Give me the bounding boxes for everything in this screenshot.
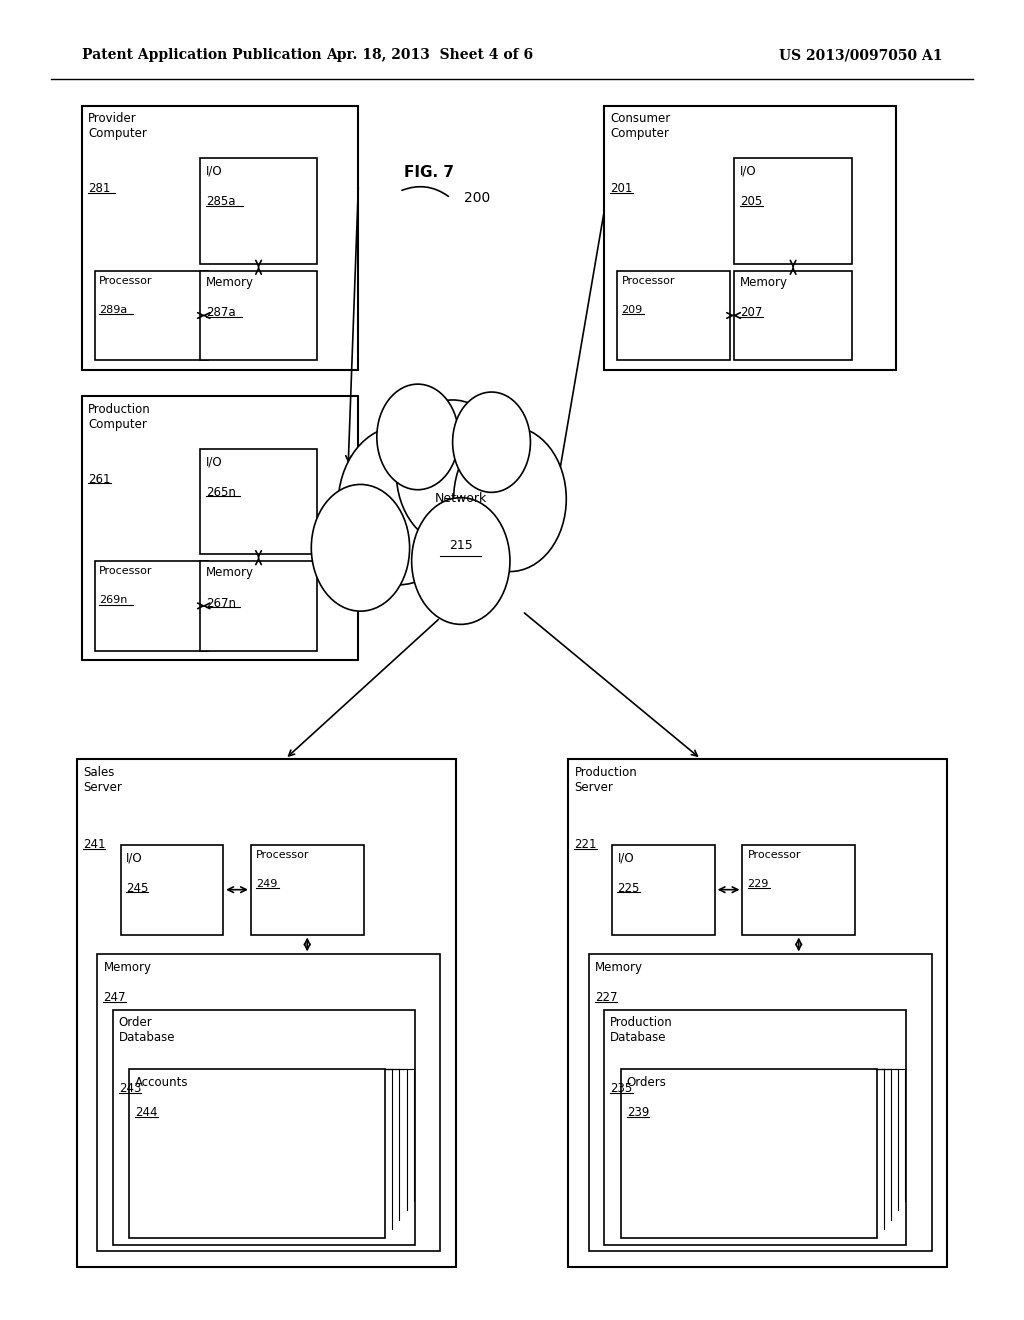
Text: Order
Database: Order Database xyxy=(119,1016,175,1044)
FancyBboxPatch shape xyxy=(734,158,852,264)
FancyBboxPatch shape xyxy=(621,1069,877,1238)
FancyBboxPatch shape xyxy=(251,845,364,935)
Text: Memory: Memory xyxy=(740,276,788,289)
Text: 281: 281 xyxy=(88,182,111,195)
Text: US 2013/0097050 A1: US 2013/0097050 A1 xyxy=(778,49,942,62)
Text: 269n: 269n xyxy=(99,595,128,606)
Text: Processor: Processor xyxy=(99,566,153,577)
Circle shape xyxy=(377,384,459,490)
Text: Processor: Processor xyxy=(99,276,153,286)
Text: Sales
Server: Sales Server xyxy=(83,766,122,793)
Circle shape xyxy=(454,426,566,572)
FancyBboxPatch shape xyxy=(604,106,896,370)
Text: Processor: Processor xyxy=(256,850,309,861)
Circle shape xyxy=(311,484,410,611)
Circle shape xyxy=(338,426,461,585)
FancyBboxPatch shape xyxy=(97,954,440,1251)
Text: 261: 261 xyxy=(88,473,111,486)
Text: 249: 249 xyxy=(256,879,278,890)
Text: I/O: I/O xyxy=(617,851,634,865)
Circle shape xyxy=(453,392,530,492)
FancyBboxPatch shape xyxy=(200,271,317,360)
Text: 241: 241 xyxy=(83,838,105,851)
Text: 243: 243 xyxy=(119,1082,141,1096)
Text: 235: 235 xyxy=(610,1082,633,1096)
Text: Processor: Processor xyxy=(622,276,675,286)
Text: I/O: I/O xyxy=(206,455,222,469)
Text: I/O: I/O xyxy=(740,165,757,178)
Text: FIG. 7: FIG. 7 xyxy=(404,165,455,180)
Text: 289a: 289a xyxy=(99,305,128,315)
Text: 227: 227 xyxy=(595,991,617,1005)
FancyBboxPatch shape xyxy=(604,1010,906,1245)
Text: Processor: Processor xyxy=(748,850,801,861)
FancyBboxPatch shape xyxy=(95,271,208,360)
Text: I/O: I/O xyxy=(206,165,222,178)
Text: Memory: Memory xyxy=(206,276,254,289)
FancyBboxPatch shape xyxy=(82,106,358,370)
FancyBboxPatch shape xyxy=(589,954,932,1251)
FancyBboxPatch shape xyxy=(77,759,456,1267)
Text: 209: 209 xyxy=(622,305,643,315)
FancyBboxPatch shape xyxy=(200,158,317,264)
Text: Consumer
Computer: Consumer Computer xyxy=(610,112,671,140)
FancyBboxPatch shape xyxy=(129,1069,385,1238)
Text: 267n: 267n xyxy=(206,597,236,610)
Text: Orders: Orders xyxy=(627,1076,667,1089)
FancyBboxPatch shape xyxy=(742,845,855,935)
Text: Production
Computer: Production Computer xyxy=(88,403,151,430)
Text: Production
Database: Production Database xyxy=(610,1016,673,1044)
Text: Patent Application Publication: Patent Application Publication xyxy=(82,49,322,62)
Text: 221: 221 xyxy=(574,838,597,851)
Text: 201: 201 xyxy=(610,182,633,195)
FancyBboxPatch shape xyxy=(612,845,715,935)
FancyBboxPatch shape xyxy=(113,1010,415,1245)
Text: Network: Network xyxy=(434,492,487,506)
Text: Memory: Memory xyxy=(103,961,152,974)
Text: 247: 247 xyxy=(103,991,126,1005)
Text: Provider
Computer: Provider Computer xyxy=(88,112,146,140)
Text: Accounts: Accounts xyxy=(135,1076,188,1089)
FancyBboxPatch shape xyxy=(121,845,223,935)
FancyBboxPatch shape xyxy=(95,561,208,651)
Text: 244: 244 xyxy=(135,1106,158,1119)
Text: 245: 245 xyxy=(126,882,148,895)
Text: 229: 229 xyxy=(748,879,769,890)
Text: Apr. 18, 2013  Sheet 4 of 6: Apr. 18, 2013 Sheet 4 of 6 xyxy=(327,49,534,62)
Text: 287a: 287a xyxy=(206,306,236,319)
FancyBboxPatch shape xyxy=(200,449,317,554)
Text: 215: 215 xyxy=(449,539,473,552)
Text: Memory: Memory xyxy=(595,961,643,974)
Circle shape xyxy=(412,498,510,624)
Text: 265n: 265n xyxy=(206,486,236,499)
Text: 239: 239 xyxy=(627,1106,649,1119)
FancyBboxPatch shape xyxy=(734,271,852,360)
Text: 225: 225 xyxy=(617,882,640,895)
Text: I/O: I/O xyxy=(126,851,142,865)
Text: Memory: Memory xyxy=(206,566,254,579)
Circle shape xyxy=(396,400,509,545)
FancyBboxPatch shape xyxy=(617,271,730,360)
FancyBboxPatch shape xyxy=(200,561,317,651)
Text: Production
Server: Production Server xyxy=(574,766,637,793)
Text: 205: 205 xyxy=(740,195,763,209)
FancyBboxPatch shape xyxy=(82,396,358,660)
FancyBboxPatch shape xyxy=(568,759,947,1267)
Text: 207: 207 xyxy=(740,306,763,319)
Text: 200: 200 xyxy=(464,191,490,205)
Text: 285a: 285a xyxy=(206,195,236,209)
